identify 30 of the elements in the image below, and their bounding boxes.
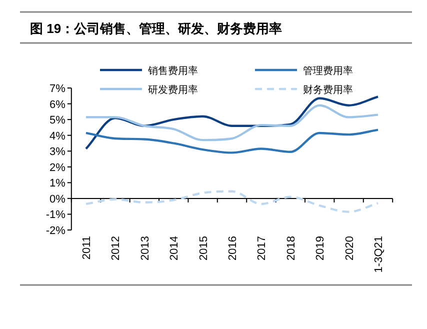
y-tick-label: 3% xyxy=(49,146,66,158)
y-tick-label: 6% xyxy=(49,98,66,111)
x-tick-label: 2019 xyxy=(314,236,327,260)
y-tick-label: -1% xyxy=(46,209,66,222)
legend-label: 研发费用率 xyxy=(148,84,198,96)
y-tick-label: 2% xyxy=(49,162,66,174)
x-tick-label: 2016 xyxy=(227,236,239,260)
x-tick-label: 2013 xyxy=(139,236,152,260)
y-tick-label: 4% xyxy=(49,130,66,142)
x-tick-label: 1-3Q21 xyxy=(373,236,385,273)
legend-label: 销售费用率 xyxy=(147,65,198,77)
x-tick-label: 2012 xyxy=(110,236,122,260)
x-tick-label: 2020 xyxy=(344,236,356,260)
line-series xyxy=(84,104,380,142)
line-series xyxy=(84,190,380,213)
line-series xyxy=(84,128,380,154)
y-tick-label: 0% xyxy=(49,193,66,206)
y-tick-label: 5% xyxy=(49,114,66,127)
x-tick-label: 2011 xyxy=(81,236,93,260)
legend-label: 财务费用率 xyxy=(303,84,353,96)
line-series xyxy=(84,96,380,150)
y-tick-label: 7% xyxy=(49,83,66,95)
x-tick-label: 2018 xyxy=(285,236,298,260)
y-tick-label: 1% xyxy=(49,178,66,190)
x-tick-label: 2015 xyxy=(198,236,210,260)
legend-label: 管理费用率 xyxy=(303,65,353,77)
y-tick-label: -2% xyxy=(46,225,66,237)
chart-title: 图 19：公司销售、管理、研发、财务费用率 xyxy=(30,21,282,36)
x-tick-label: 2017 xyxy=(256,236,268,260)
x-tick-label: 2014 xyxy=(168,236,181,260)
